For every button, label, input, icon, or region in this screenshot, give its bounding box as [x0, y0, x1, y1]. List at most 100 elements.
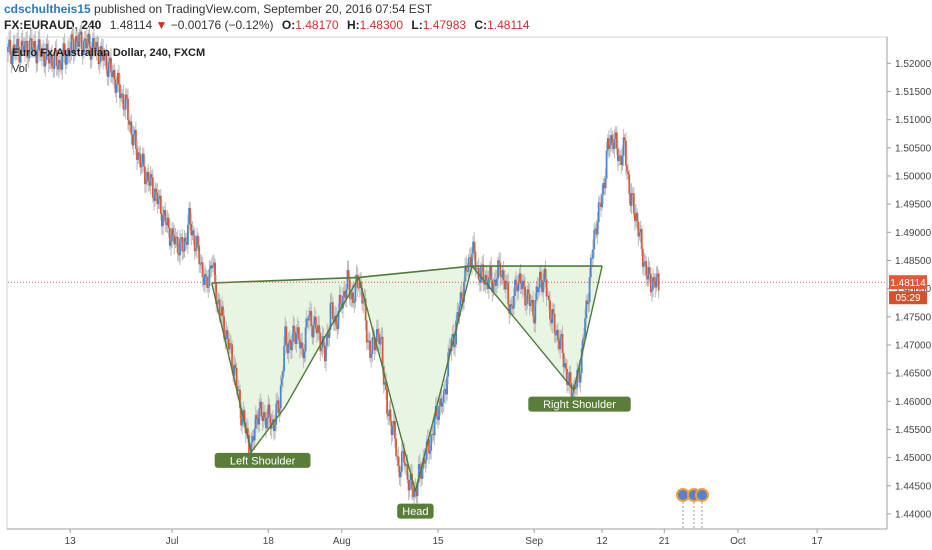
- candle-down: [230, 343, 232, 345]
- candle-down: [182, 251, 185, 253]
- x-tick-label: Aug: [333, 536, 351, 547]
- candle-down: [562, 352, 565, 368]
- candle-up: [170, 240, 172, 246]
- candle-up: [281, 377, 283, 386]
- y-tick-label: 1.51000: [895, 115, 932, 126]
- candle-down: [176, 236, 179, 254]
- candle-up: [609, 145, 611, 149]
- candle-up: [353, 301, 356, 303]
- candle-down: [457, 312, 460, 317]
- candle-up: [53, 52, 56, 69]
- candle-down: [226, 330, 229, 339]
- candle-down: [365, 320, 368, 343]
- candle-down: [532, 299, 534, 317]
- y-tick-label: 1.50500: [895, 143, 932, 154]
- candle-down: [554, 333, 557, 336]
- candle-down: [314, 316, 317, 329]
- candle-down: [527, 289, 530, 294]
- candle-up: [343, 291, 345, 296]
- candle-up: [305, 318, 308, 328]
- candle-up: [312, 324, 315, 338]
- candle-down: [465, 265, 468, 271]
- candle-up: [253, 428, 256, 441]
- candle-down: [131, 134, 134, 146]
- candle-down: [344, 291, 347, 299]
- candle-up: [29, 38, 32, 41]
- candle-up: [225, 330, 228, 340]
- candle-up: [11, 51, 14, 65]
- candle-down: [437, 416, 439, 420]
- candle-up: [32, 47, 34, 51]
- candle-down: [97, 46, 100, 65]
- candle-up: [405, 464, 408, 466]
- candle-up: [355, 274, 358, 283]
- candle-down: [623, 137, 626, 141]
- candle-up: [592, 249, 594, 259]
- candle-up: [442, 390, 445, 403]
- candle-up: [65, 53, 68, 65]
- candle-down: [197, 235, 199, 246]
- candle-down: [407, 479, 410, 491]
- candle-down: [96, 42, 99, 47]
- volume-indicator-label[interactable]: Vol: [12, 63, 28, 75]
- candle-up: [79, 31, 82, 35]
- candle-up: [635, 212, 637, 221]
- candle-up: [188, 207, 190, 225]
- open-value: 1.48170: [295, 18, 339, 32]
- candle-down: [310, 311, 313, 327]
- candle-down: [603, 183, 606, 188]
- candle-down: [256, 414, 258, 419]
- candle-up: [69, 50, 72, 57]
- candle-up: [371, 337, 374, 354]
- candle-down: [235, 368, 238, 386]
- candle-up: [589, 257, 592, 278]
- event-marker-icon[interactable]: [695, 488, 709, 502]
- author-username[interactable]: cdschultheis15: [4, 2, 91, 16]
- candle-up: [104, 53, 107, 56]
- candle-down: [548, 295, 550, 301]
- candle-up: [183, 237, 186, 252]
- candle-up: [7, 47, 9, 53]
- candle-down: [80, 31, 83, 50]
- annotation-text: Left Shoulder: [230, 455, 296, 467]
- candle-up: [162, 215, 164, 227]
- candle-down: [419, 464, 421, 470]
- candle-up: [209, 265, 212, 270]
- candle-down: [608, 138, 610, 149]
- candle-up: [116, 72, 119, 85]
- candle-up: [258, 408, 261, 425]
- candle-up: [67, 48, 69, 54]
- candle-down: [445, 389, 447, 395]
- y-tick-label: 1.52000: [895, 59, 932, 70]
- annotation-text: Head: [402, 506, 428, 518]
- candle-up: [651, 289, 653, 293]
- candle-up: [154, 188, 156, 201]
- candle-up: [644, 261, 646, 263]
- candle-down: [118, 72, 120, 85]
- candle-down: [545, 279, 548, 297]
- candle-down: [319, 332, 322, 352]
- x-tick-label: 15: [432, 536, 444, 547]
- candle-down: [10, 55, 13, 65]
- candle-up: [652, 277, 654, 290]
- candle-up: [174, 237, 177, 245]
- x-tick-label: 13: [65, 536, 77, 547]
- annotation-label: Right Shoulder: [528, 396, 631, 412]
- candle-down: [557, 329, 559, 341]
- candle-down: [222, 306, 224, 317]
- candle-up: [539, 271, 541, 288]
- candle-down: [155, 188, 158, 193]
- event-markers[interactable]: [676, 488, 709, 528]
- candle-up: [568, 372, 571, 385]
- candle-down: [223, 316, 225, 339]
- y-tick-label: 1.48000: [895, 284, 932, 295]
- candle-down: [398, 465, 401, 478]
- candle-down: [550, 319, 553, 324]
- candle-down: [17, 39, 20, 48]
- candle-down: [340, 303, 343, 309]
- candle-down: [565, 363, 567, 369]
- candle-up: [422, 458, 425, 469]
- candle-up: [211, 265, 214, 268]
- candle-down: [503, 280, 506, 290]
